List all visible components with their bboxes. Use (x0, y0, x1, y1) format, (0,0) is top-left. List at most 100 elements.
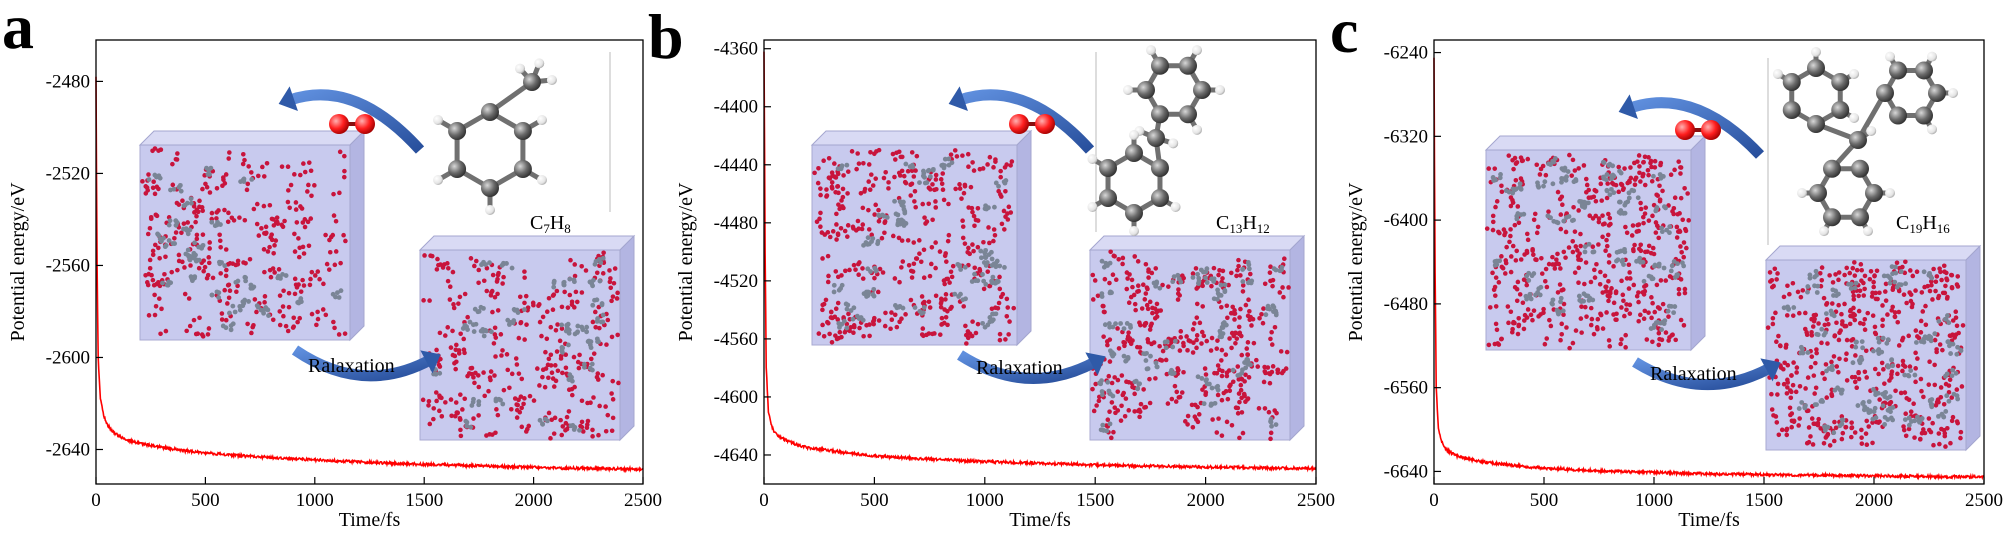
oxygen-atom (439, 414, 445, 419)
carbon-atom (1882, 394, 1888, 400)
oxygen-atom (1223, 352, 1229, 357)
panel-b: b 0 500 1000 1500 2000 2500-4360-4400-4440-44… (648, 1, 1335, 531)
carbon-atom (185, 247, 191, 253)
oxygen-atom (494, 407, 499, 412)
oxygen-atom (1611, 312, 1616, 317)
oxygen-atom (855, 218, 861, 224)
oxygen-atom (1256, 406, 1262, 411)
oxygen-atom (225, 219, 231, 225)
carbon-atom (191, 255, 197, 261)
carbon-atom (582, 364, 587, 370)
oxygen-atom (1270, 277, 1276, 283)
carbon-atom (1953, 370, 1959, 376)
oxygen-atom (877, 266, 883, 272)
oxygen-atom (458, 392, 463, 397)
oxygen-atom (562, 289, 567, 295)
oxygen-atom (507, 385, 512, 391)
oxygen-atom (1836, 369, 1841, 375)
oxygen-atom (815, 180, 821, 186)
oxygen-atom (262, 300, 267, 305)
oxygen-atom (1877, 397, 1882, 402)
oxygen-atom (998, 174, 1004, 180)
y-tick-label: -2480 (46, 71, 90, 92)
oxygen-atom (1573, 244, 1579, 249)
oxygen-atom (170, 161, 175, 167)
carbon-atom (481, 333, 487, 339)
oxygen-atom (1874, 268, 1880, 274)
oxygen-atom (1797, 310, 1802, 316)
oxygen-atom (965, 249, 970, 255)
oxygen-atom (1272, 324, 1278, 330)
carbon-atom (173, 218, 179, 224)
oxygen-atom (1235, 405, 1241, 411)
carbon-atom (1271, 309, 1276, 314)
x-tick-label: 1500 (1076, 490, 1114, 511)
carbon-atom (983, 255, 989, 261)
oxygen-atom (498, 332, 504, 337)
oxygen-atom (454, 342, 459, 348)
oxygen-atom (447, 297, 453, 302)
oxygen-atom (1537, 172, 1543, 177)
relaxation-label: Ralaxation (976, 357, 1063, 379)
oxygen-atom (584, 422, 590, 427)
formula-subscript-c: 7 (543, 221, 550, 236)
oxygen-atom (826, 320, 831, 326)
oxygen-atom (1930, 297, 1935, 302)
box-front-face (1089, 249, 1291, 441)
oxygen-atom (1635, 159, 1640, 164)
carbon-atom (1616, 249, 1622, 255)
oxygen-atom (1950, 414, 1956, 420)
oxygen-atom (196, 265, 202, 271)
oxygen-atom (1680, 217, 1686, 223)
carbon-atom (1881, 273, 1887, 279)
oxygen-atom (1623, 224, 1628, 230)
carbon-atom (597, 278, 603, 284)
carbon-atom (1170, 344, 1176, 350)
oxygen-atom (1769, 284, 1775, 290)
oxygen-atom (1587, 213, 1593, 219)
carbon-atom (1125, 356, 1131, 362)
oxygen-atom (1900, 368, 1905, 374)
oxygen-atom (337, 190, 342, 196)
oxygen-atom (826, 155, 832, 161)
oxygen-atom (953, 186, 958, 192)
oxygen-atom (1880, 303, 1885, 308)
oxygen-atom (869, 232, 875, 238)
oxygen-atom (301, 251, 307, 256)
oxygen-atom (199, 332, 205, 337)
carbon-atom (1135, 386, 1141, 392)
carbon-atom (989, 256, 995, 262)
carbon-atom (1157, 285, 1163, 291)
oxygen-atom (1225, 315, 1230, 321)
oxygen-atom (1631, 282, 1637, 288)
oxygen-atom (1525, 156, 1531, 162)
carbon-atom (865, 289, 871, 295)
oxygen-atom (320, 307, 326, 312)
carbon-atom (1142, 351, 1148, 357)
carbon-atom (209, 219, 215, 225)
oxygen-atom (1229, 345, 1234, 351)
carbon-atom (1121, 353, 1127, 359)
oxygen-atom (1673, 337, 1679, 343)
oxygen-atom (1090, 297, 1096, 302)
carbon-atom (844, 306, 850, 312)
y-tick-label: -2640 (46, 439, 90, 460)
oxygen-atom (1583, 176, 1589, 182)
oxygen-atom (1653, 230, 1659, 235)
carbon-atom (1523, 293, 1529, 299)
oxygen-atom (1239, 395, 1244, 401)
oxygen-atom (1268, 436, 1273, 442)
carbon-atom (1946, 398, 1952, 404)
oxygen-atom (1598, 312, 1604, 318)
carbon-atom (1782, 73, 1801, 91)
oxygen-atom (1560, 287, 1566, 292)
oxygen-atom (1819, 340, 1824, 346)
carbon-atom (1113, 321, 1118, 327)
carbon-atom (1273, 267, 1279, 273)
oxygen-atom (572, 273, 578, 279)
oxygen-atom (1949, 284, 1955, 290)
oxygen-atom (1232, 317, 1237, 322)
carbon-atom (958, 291, 963, 297)
oxygen-atom (1163, 357, 1169, 363)
oxygen-atom (1622, 166, 1627, 171)
